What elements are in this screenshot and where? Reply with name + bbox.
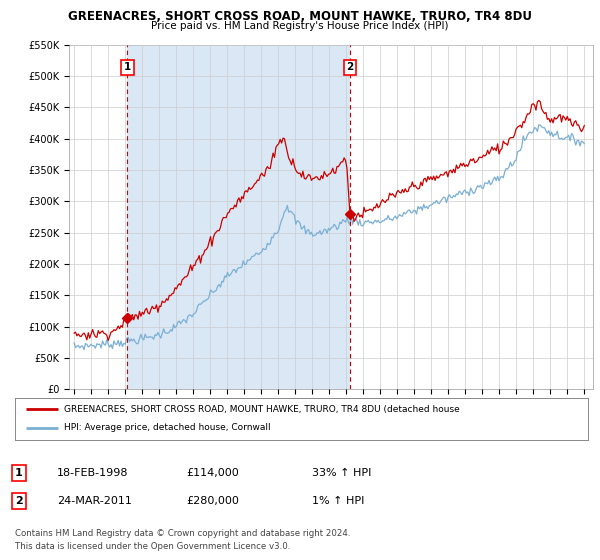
Text: Price paid vs. HM Land Registry's House Price Index (HPI): Price paid vs. HM Land Registry's House … bbox=[151, 21, 449, 31]
Text: This data is licensed under the Open Government Licence v3.0.: This data is licensed under the Open Gov… bbox=[15, 542, 290, 551]
Text: £280,000: £280,000 bbox=[186, 496, 239, 506]
Text: HPI: Average price, detached house, Cornwall: HPI: Average price, detached house, Corn… bbox=[64, 423, 271, 432]
Text: 1% ↑ HPI: 1% ↑ HPI bbox=[312, 496, 364, 506]
Bar bbox=[127, 45, 350, 389]
Text: GREENACRES, SHORT CROSS ROAD, MOUNT HAWKE, TRURO, TR4 8DU: GREENACRES, SHORT CROSS ROAD, MOUNT HAWK… bbox=[68, 10, 532, 22]
Text: GREENACRES, SHORT CROSS ROAD, MOUNT HAWKE, TRURO, TR4 8DU (detached house: GREENACRES, SHORT CROSS ROAD, MOUNT HAWK… bbox=[64, 405, 460, 414]
Text: 2: 2 bbox=[15, 496, 23, 506]
Text: 1: 1 bbox=[124, 62, 131, 72]
Text: 33% ↑ HPI: 33% ↑ HPI bbox=[312, 468, 371, 478]
Text: 18-FEB-1998: 18-FEB-1998 bbox=[57, 468, 128, 478]
Text: 1: 1 bbox=[15, 468, 23, 478]
Text: 24-MAR-2011: 24-MAR-2011 bbox=[57, 496, 132, 506]
Text: 2: 2 bbox=[346, 62, 354, 72]
Text: £114,000: £114,000 bbox=[186, 468, 239, 478]
Text: Contains HM Land Registry data © Crown copyright and database right 2024.: Contains HM Land Registry data © Crown c… bbox=[15, 529, 350, 538]
